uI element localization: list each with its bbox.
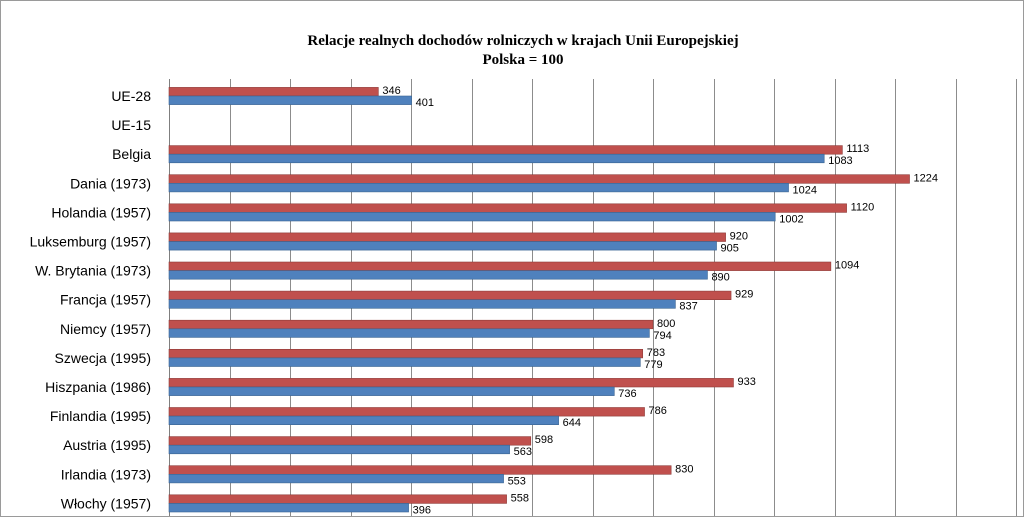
- data-label: 1224: [914, 172, 938, 184]
- data-label: 794: [653, 330, 671, 342]
- category-label: Austria (1995): [63, 437, 151, 453]
- data-label: 598: [535, 434, 553, 446]
- bar: [168, 328, 650, 338]
- bar: [168, 415, 559, 426]
- bar: [168, 348, 644, 359]
- category-label: Hiszpania (1986): [45, 379, 151, 395]
- bar: [168, 386, 615, 396]
- category-label: Belgia: [112, 146, 151, 162]
- data-label: 933: [737, 376, 755, 388]
- data-label: 837: [679, 301, 697, 313]
- bar: [168, 183, 789, 193]
- bar: [168, 145, 843, 155]
- bar: [168, 378, 734, 388]
- data-label: 553: [508, 475, 526, 487]
- bar: [168, 232, 726, 242]
- data-label: 905: [721, 243, 739, 255]
- bar: [168, 270, 708, 280]
- bar: [168, 261, 832, 271]
- data-label: 920: [730, 231, 748, 243]
- bar: [168, 290, 732, 301]
- bar: [168, 153, 825, 164]
- data-label: 396: [413, 504, 431, 516]
- bar: [168, 465, 672, 475]
- category-label: Holandia (1957): [51, 204, 151, 220]
- category-label: Francja (1957): [60, 292, 151, 308]
- bar: [168, 503, 409, 513]
- category-label: Szwecja (1995): [55, 350, 152, 366]
- data-label: 1120: [851, 201, 875, 213]
- data-label: 736: [618, 388, 636, 400]
- chart-subtitle: Polska = 100: [482, 52, 563, 68]
- data-label: 1083: [828, 155, 852, 167]
- category-label: Włochy (1957): [61, 495, 151, 511]
- bar: [168, 357, 641, 367]
- category-label: Luksemburg (1957): [30, 234, 151, 250]
- bar: [168, 299, 676, 309]
- data-label: 929: [735, 289, 753, 301]
- bar: [168, 95, 412, 105]
- data-label: 401: [416, 97, 434, 109]
- bar: [168, 494, 507, 504]
- category-label: UE-15: [111, 117, 151, 133]
- chart-title: Relacje realnych dochodów rolniczych w k…: [307, 33, 738, 49]
- bar: [168, 241, 717, 251]
- data-label: 779: [644, 359, 662, 371]
- data-label: 558: [511, 492, 529, 504]
- category-label: W. Brytania (1973): [35, 263, 151, 279]
- data-label: 890: [711, 272, 729, 284]
- data-label: 786: [649, 405, 667, 417]
- bar: [168, 212, 776, 222]
- data-label: 346: [382, 85, 400, 97]
- bar: [168, 473, 504, 484]
- bar: [168, 407, 645, 417]
- data-label: 830: [675, 463, 693, 475]
- data-label: 1113: [846, 143, 869, 155]
- bar: [168, 174, 910, 184]
- data-label: 644: [563, 417, 581, 429]
- data-label: 1002: [779, 213, 803, 225]
- bar: [168, 319, 654, 330]
- category-label: Irlandia (1973): [61, 466, 151, 482]
- bar: [168, 203, 847, 213]
- category-label: Dania (1973): [70, 175, 151, 191]
- data-label: 1024: [793, 184, 817, 196]
- bar: [168, 444, 510, 455]
- data-label: 563: [514, 446, 532, 458]
- bars: [168, 87, 910, 513]
- data-label: 1094: [835, 260, 859, 272]
- category-label: Finlandia (1995): [50, 408, 151, 424]
- category-label: UE-28: [111, 88, 151, 104]
- data-label: 800: [657, 318, 675, 330]
- bar: [168, 87, 379, 97]
- data-label: 783: [647, 347, 665, 359]
- category-label: Niemcy (1957): [60, 321, 151, 337]
- bar: [168, 436, 532, 446]
